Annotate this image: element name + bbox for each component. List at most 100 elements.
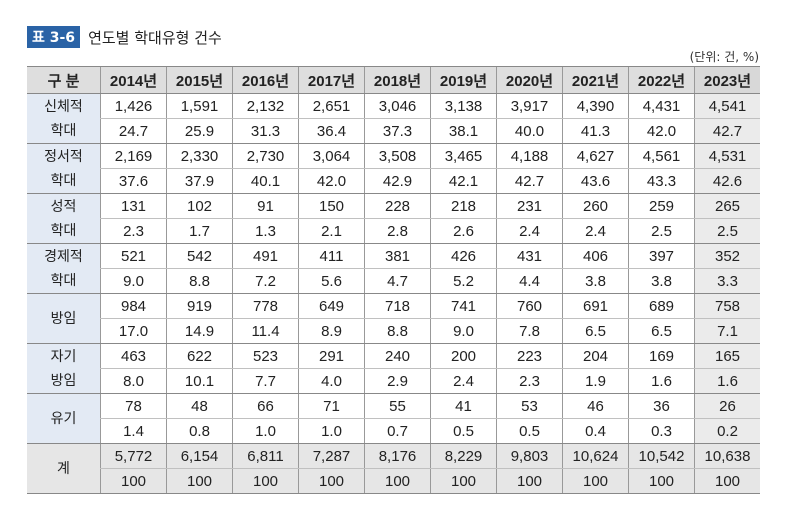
percent-cell: 8.8 bbox=[364, 318, 431, 344]
percent-cell: 1.0 bbox=[232, 418, 299, 444]
count-cell: 2,651 bbox=[298, 93, 365, 119]
percent-cell: 42.9 bbox=[364, 168, 431, 194]
percent-cell: 37.3 bbox=[364, 118, 431, 144]
table-row-percent: 8.0 10.1 7.7 4.0 2.9 2.4 2.3 1.9 1.6 1.6 bbox=[27, 368, 760, 394]
percent-cell: 36.4 bbox=[298, 118, 365, 144]
percent-cell: 0.7 bbox=[364, 418, 431, 444]
count-cell: 231 bbox=[496, 193, 563, 219]
percent-cell: 3.8 bbox=[562, 268, 629, 294]
percent-cell: 8.8 bbox=[166, 268, 233, 294]
count-cell: 1,591 bbox=[166, 93, 233, 119]
header-category: 구 분 bbox=[27, 66, 101, 94]
count-cell: 8,229 bbox=[430, 443, 497, 469]
percent-cell: 0.3 bbox=[628, 418, 695, 444]
percent-cell: 100 bbox=[298, 468, 365, 494]
percent-cell: 40.1 bbox=[232, 168, 299, 194]
percent-cell: 4.0 bbox=[298, 368, 365, 394]
count-cell: 2,730 bbox=[232, 143, 299, 169]
table-row-count: 유기 78 48 66 71 55 41 53 46 36 26 bbox=[27, 393, 760, 444]
count-cell: 5,772 bbox=[100, 443, 167, 469]
percent-cell: 9.0 bbox=[100, 268, 167, 294]
count-cell: 622 bbox=[166, 343, 233, 369]
count-cell: 71 bbox=[298, 393, 365, 419]
count-cell: 55 bbox=[364, 393, 431, 419]
header-year: 2020년 bbox=[496, 66, 563, 94]
table-title: 연도별 학대유형 건수 bbox=[88, 28, 222, 47]
count-cell: 165 bbox=[694, 343, 760, 369]
count-cell: 426 bbox=[430, 243, 497, 269]
percent-cell: 8.9 bbox=[298, 318, 365, 344]
percent-cell: 0.5 bbox=[430, 418, 497, 444]
count-cell: 53 bbox=[496, 393, 563, 419]
percent-cell: 1.3 bbox=[232, 218, 299, 244]
count-cell: 48 bbox=[166, 393, 233, 419]
count-cell: 691 bbox=[562, 293, 629, 319]
percent-cell: 11.4 bbox=[232, 318, 299, 344]
percent-cell: 42.6 bbox=[694, 168, 760, 194]
row-label: 계 bbox=[27, 443, 101, 494]
table-row-count: 성적 학대 131 102 91 150 228 218 231 260 259 265 bbox=[27, 193, 760, 244]
count-cell: 919 bbox=[166, 293, 233, 319]
count-cell: 41 bbox=[430, 393, 497, 419]
percent-cell: 42.0 bbox=[628, 118, 695, 144]
percent-cell: 42.0 bbox=[298, 168, 365, 194]
count-cell: 3,508 bbox=[364, 143, 431, 169]
percent-cell: 7.7 bbox=[232, 368, 299, 394]
count-cell: 4,531 bbox=[694, 143, 760, 169]
percent-cell: 2.4 bbox=[496, 218, 563, 244]
header-year: 2023년 bbox=[694, 66, 760, 94]
percent-cell: 4.7 bbox=[364, 268, 431, 294]
percent-cell: 41.3 bbox=[562, 118, 629, 144]
percent-cell: 100 bbox=[496, 468, 563, 494]
count-cell: 218 bbox=[430, 193, 497, 219]
count-cell: 291 bbox=[298, 343, 365, 369]
abuse-type-table: 구 분 2014년 2015년 2016년 2017년 2018년 2019년 2020년 20… bbox=[27, 66, 760, 494]
percent-cell: 6.5 bbox=[628, 318, 695, 344]
count-cell: 4,541 bbox=[694, 93, 760, 119]
percent-cell: 2.4 bbox=[562, 218, 629, 244]
count-cell: 406 bbox=[562, 243, 629, 269]
row-label: 경제적 학대 bbox=[27, 243, 101, 294]
percent-cell: 31.3 bbox=[232, 118, 299, 144]
count-cell: 397 bbox=[628, 243, 695, 269]
percent-cell: 25.9 bbox=[166, 118, 233, 144]
count-cell: 78 bbox=[100, 393, 167, 419]
percent-cell: 9.0 bbox=[430, 318, 497, 344]
percent-cell: 24.7 bbox=[100, 118, 167, 144]
percent-cell: 42.7 bbox=[496, 168, 563, 194]
percent-cell: 2.3 bbox=[496, 368, 563, 394]
percent-cell: 7.8 bbox=[496, 318, 563, 344]
percent-cell: 37.6 bbox=[100, 168, 167, 194]
count-cell: 3,046 bbox=[364, 93, 431, 119]
percent-cell: 3.8 bbox=[628, 268, 695, 294]
row-label: 정서적 학대 bbox=[27, 143, 101, 194]
count-cell: 204 bbox=[562, 343, 629, 369]
percent-cell: 1.6 bbox=[694, 368, 760, 394]
count-cell: 491 bbox=[232, 243, 299, 269]
percent-cell: 100 bbox=[562, 468, 629, 494]
header-year: 2022년 bbox=[628, 66, 695, 94]
table-row-percent: 37.6 37.9 40.1 42.0 42.9 42.1 42.7 43.6 43.3 42.6 bbox=[27, 168, 760, 194]
count-cell: 523 bbox=[232, 343, 299, 369]
count-cell: 91 bbox=[232, 193, 299, 219]
percent-cell: 0.5 bbox=[496, 418, 563, 444]
percent-cell: 2.9 bbox=[364, 368, 431, 394]
count-cell: 228 bbox=[364, 193, 431, 219]
percent-cell: 100 bbox=[166, 468, 233, 494]
percent-cell: 1.9 bbox=[562, 368, 629, 394]
percent-cell: 2.8 bbox=[364, 218, 431, 244]
count-cell: 463 bbox=[100, 343, 167, 369]
count-cell: 240 bbox=[364, 343, 431, 369]
table-row-percent: 17.0 14.9 11.4 8.9 8.8 9.0 7.8 6.5 6.5 7.1 bbox=[27, 318, 760, 344]
count-cell: 131 bbox=[100, 193, 167, 219]
percent-cell: 38.1 bbox=[430, 118, 497, 144]
percent-cell: 2.5 bbox=[694, 218, 760, 244]
count-cell: 4,561 bbox=[628, 143, 695, 169]
table-row-percent: 100 100 100 100 100 100 100 100 100 100 bbox=[27, 468, 760, 494]
count-cell: 26 bbox=[694, 393, 760, 419]
count-cell: 3,064 bbox=[298, 143, 365, 169]
count-cell: 2,132 bbox=[232, 93, 299, 119]
percent-cell: 100 bbox=[364, 468, 431, 494]
count-cell: 4,188 bbox=[496, 143, 563, 169]
count-cell: 3,465 bbox=[430, 143, 497, 169]
